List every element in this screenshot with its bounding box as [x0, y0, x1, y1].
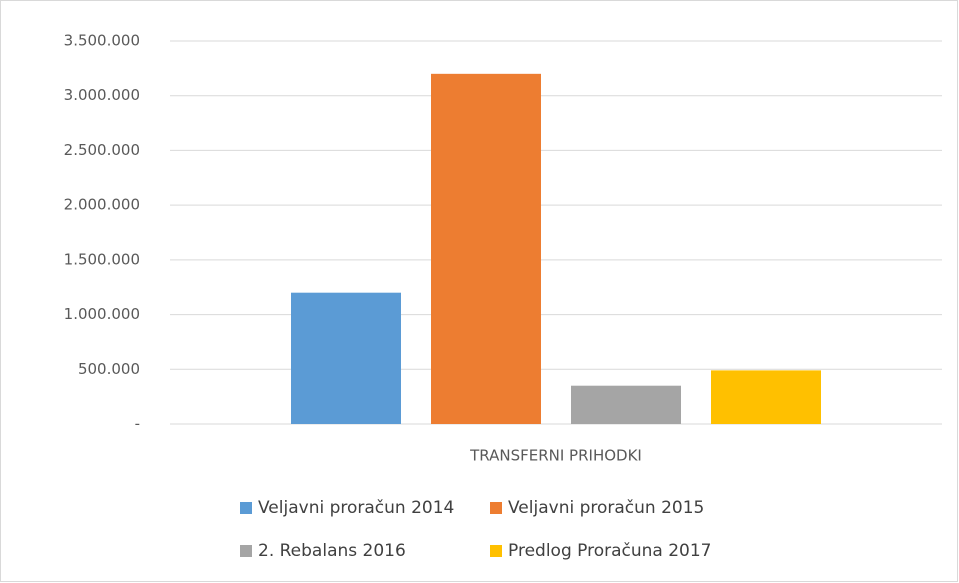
bar — [291, 292, 401, 424]
legend-label: Veljavni proračun 2014 — [258, 498, 454, 518]
bar — [431, 73, 541, 424]
legend-swatch — [240, 502, 252, 514]
y-tick-label: 2.500.000 — [64, 141, 140, 159]
legend-label: 2. Rebalans 2016 — [258, 541, 406, 561]
legend-label: Predlog Proračuna 2017 — [508, 541, 712, 561]
legend-swatch — [490, 545, 502, 557]
legend-label: Veljavni proračun 2015 — [508, 498, 704, 518]
bar — [711, 370, 821, 424]
legend-swatch — [490, 502, 502, 514]
y-tick-label: 2.000.000 — [64, 196, 140, 214]
y-tick-label: 500.000 — [78, 360, 140, 378]
y-tick-label: - — [135, 415, 140, 433]
y-tick-label: 3.000.000 — [64, 86, 140, 104]
y-tick-label: 1.500.000 — [64, 250, 140, 268]
bar — [571, 385, 681, 424]
x-tick-label: TRANSFERNI PRIHODKI — [469, 447, 642, 465]
legend-swatch — [240, 545, 252, 557]
y-tick-label: 1.000.000 — [64, 305, 140, 323]
y-tick-label: 3.500.000 — [64, 32, 140, 50]
